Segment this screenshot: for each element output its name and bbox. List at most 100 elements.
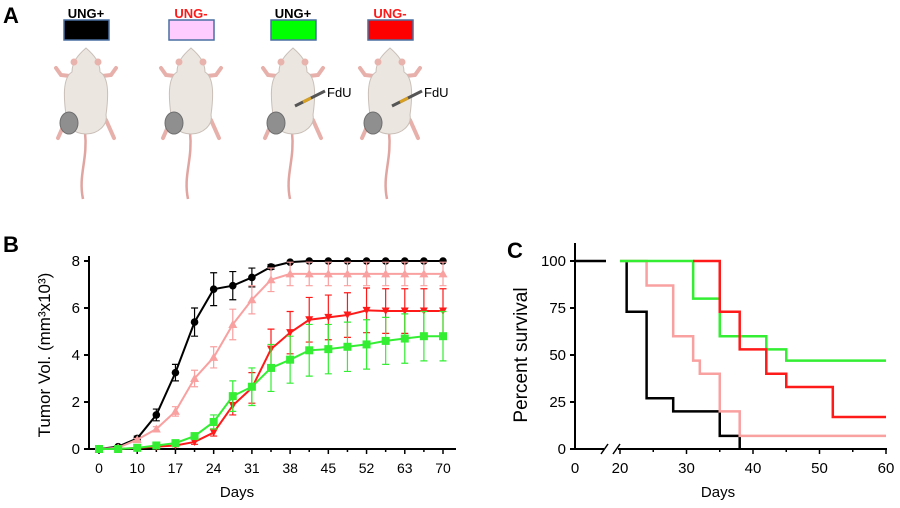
data-point (152, 411, 161, 419)
mouse-groups-illustration: UNG+ UNG- UNG+ FdU UNG- FdU (54, 6, 449, 200)
data-point (152, 441, 161, 450)
group-label: UNG- (373, 6, 406, 21)
mouse-group-1: UNG+ (54, 6, 118, 200)
data-point (170, 406, 180, 415)
data-point (209, 285, 218, 294)
y-tick-label: 50 (549, 347, 566, 364)
data-point (419, 332, 428, 341)
survival-step-line (625, 261, 741, 449)
data-point (95, 445, 103, 453)
survival-step-line (693, 259, 886, 419)
data-point (190, 438, 199, 446)
data-point (438, 269, 448, 278)
data-point (132, 435, 142, 444)
group-color-box (168, 19, 215, 41)
data-point (381, 257, 390, 265)
data-point (343, 342, 352, 351)
x-tick-label: 40 (745, 460, 762, 477)
mouse-icon (54, 47, 118, 200)
y-tick-label: 4 (72, 347, 80, 364)
series-triangle-up (94, 261, 448, 453)
mouse-ear (301, 58, 309, 66)
data-point (381, 336, 390, 345)
x-tick-label: 63 (397, 460, 413, 476)
mouse-ear (374, 58, 382, 66)
panel-a-label: A (3, 3, 19, 28)
data-point (323, 269, 333, 278)
mouse-group-4: UNG- FdU (358, 6, 449, 200)
data-point (171, 368, 180, 377)
tumor-icon (266, 111, 286, 135)
data-point (305, 257, 314, 265)
data-point (285, 269, 295, 278)
mouse-body (367, 47, 413, 135)
data-point (419, 269, 429, 278)
y-axis-label: Percent survival (511, 287, 532, 422)
data-point (324, 313, 333, 322)
y-tick-label: 6 (72, 300, 80, 317)
data-point (305, 316, 314, 324)
data-point (304, 269, 314, 278)
group-color-box (63, 19, 110, 41)
data-point (324, 345, 333, 354)
data-point (190, 432, 199, 441)
y-tick-label: 8 (72, 253, 80, 270)
data-point (248, 273, 256, 282)
data-point (439, 257, 447, 265)
data-point (420, 257, 428, 265)
data-point (151, 424, 161, 433)
syringe-fluid (399, 96, 409, 104)
series-circle (95, 257, 447, 453)
injection-label: FdU (327, 85, 352, 100)
axis-break-icon (600, 443, 621, 455)
group-label: UNG- (174, 6, 207, 21)
mouse-body (270, 47, 316, 135)
mouse-body (168, 47, 214, 135)
tumor-icon (164, 111, 184, 135)
y-tick-label: 25 (549, 394, 566, 411)
mouse-ear (199, 58, 207, 66)
data-point (267, 263, 275, 271)
survival-step-line (620, 259, 886, 438)
mouse-ear (70, 58, 78, 66)
y-tick-label: 75 (549, 300, 566, 317)
mouse-ear (175, 58, 183, 66)
data-point (400, 307, 409, 316)
x-tick-label: 52 (359, 460, 375, 476)
x-tick-label: 20 (612, 460, 629, 477)
data-point (209, 417, 218, 426)
x-axis-label: Days (701, 484, 735, 501)
x-axis-label: Days (220, 484, 254, 501)
data-point (324, 257, 333, 265)
data-point (342, 269, 352, 278)
data-point (362, 257, 371, 265)
survival-step-line (620, 259, 886, 362)
x-tick-label: 30 (678, 460, 695, 477)
data-point (133, 443, 142, 452)
data-point (362, 269, 372, 278)
group-label: UNG+ (68, 6, 105, 21)
data-point (228, 392, 237, 401)
data-point (114, 445, 123, 453)
x-tick-label: 50 (811, 460, 828, 477)
data-point (381, 307, 390, 316)
mouse-ear (94, 58, 102, 66)
x-tick-label: 17 (168, 460, 184, 476)
data-point (228, 281, 237, 290)
mouse-paws (54, 66, 118, 140)
series-square (95, 310, 447, 453)
data-point (400, 334, 409, 343)
panel-c-label: C (507, 238, 523, 263)
x-tick-label: 38 (282, 460, 298, 476)
mouse-ear (277, 58, 285, 66)
x-tick-label: 24 (206, 460, 222, 476)
data-point (400, 257, 409, 265)
x-tick-label: 0 (95, 460, 103, 476)
y-tick-label: 0 (72, 441, 80, 458)
data-point (267, 363, 275, 372)
injection-label: FdU (424, 85, 449, 100)
mouse-icon (358, 47, 423, 200)
x-tick-label: 70 (435, 460, 451, 476)
tumor-icon (363, 111, 383, 135)
